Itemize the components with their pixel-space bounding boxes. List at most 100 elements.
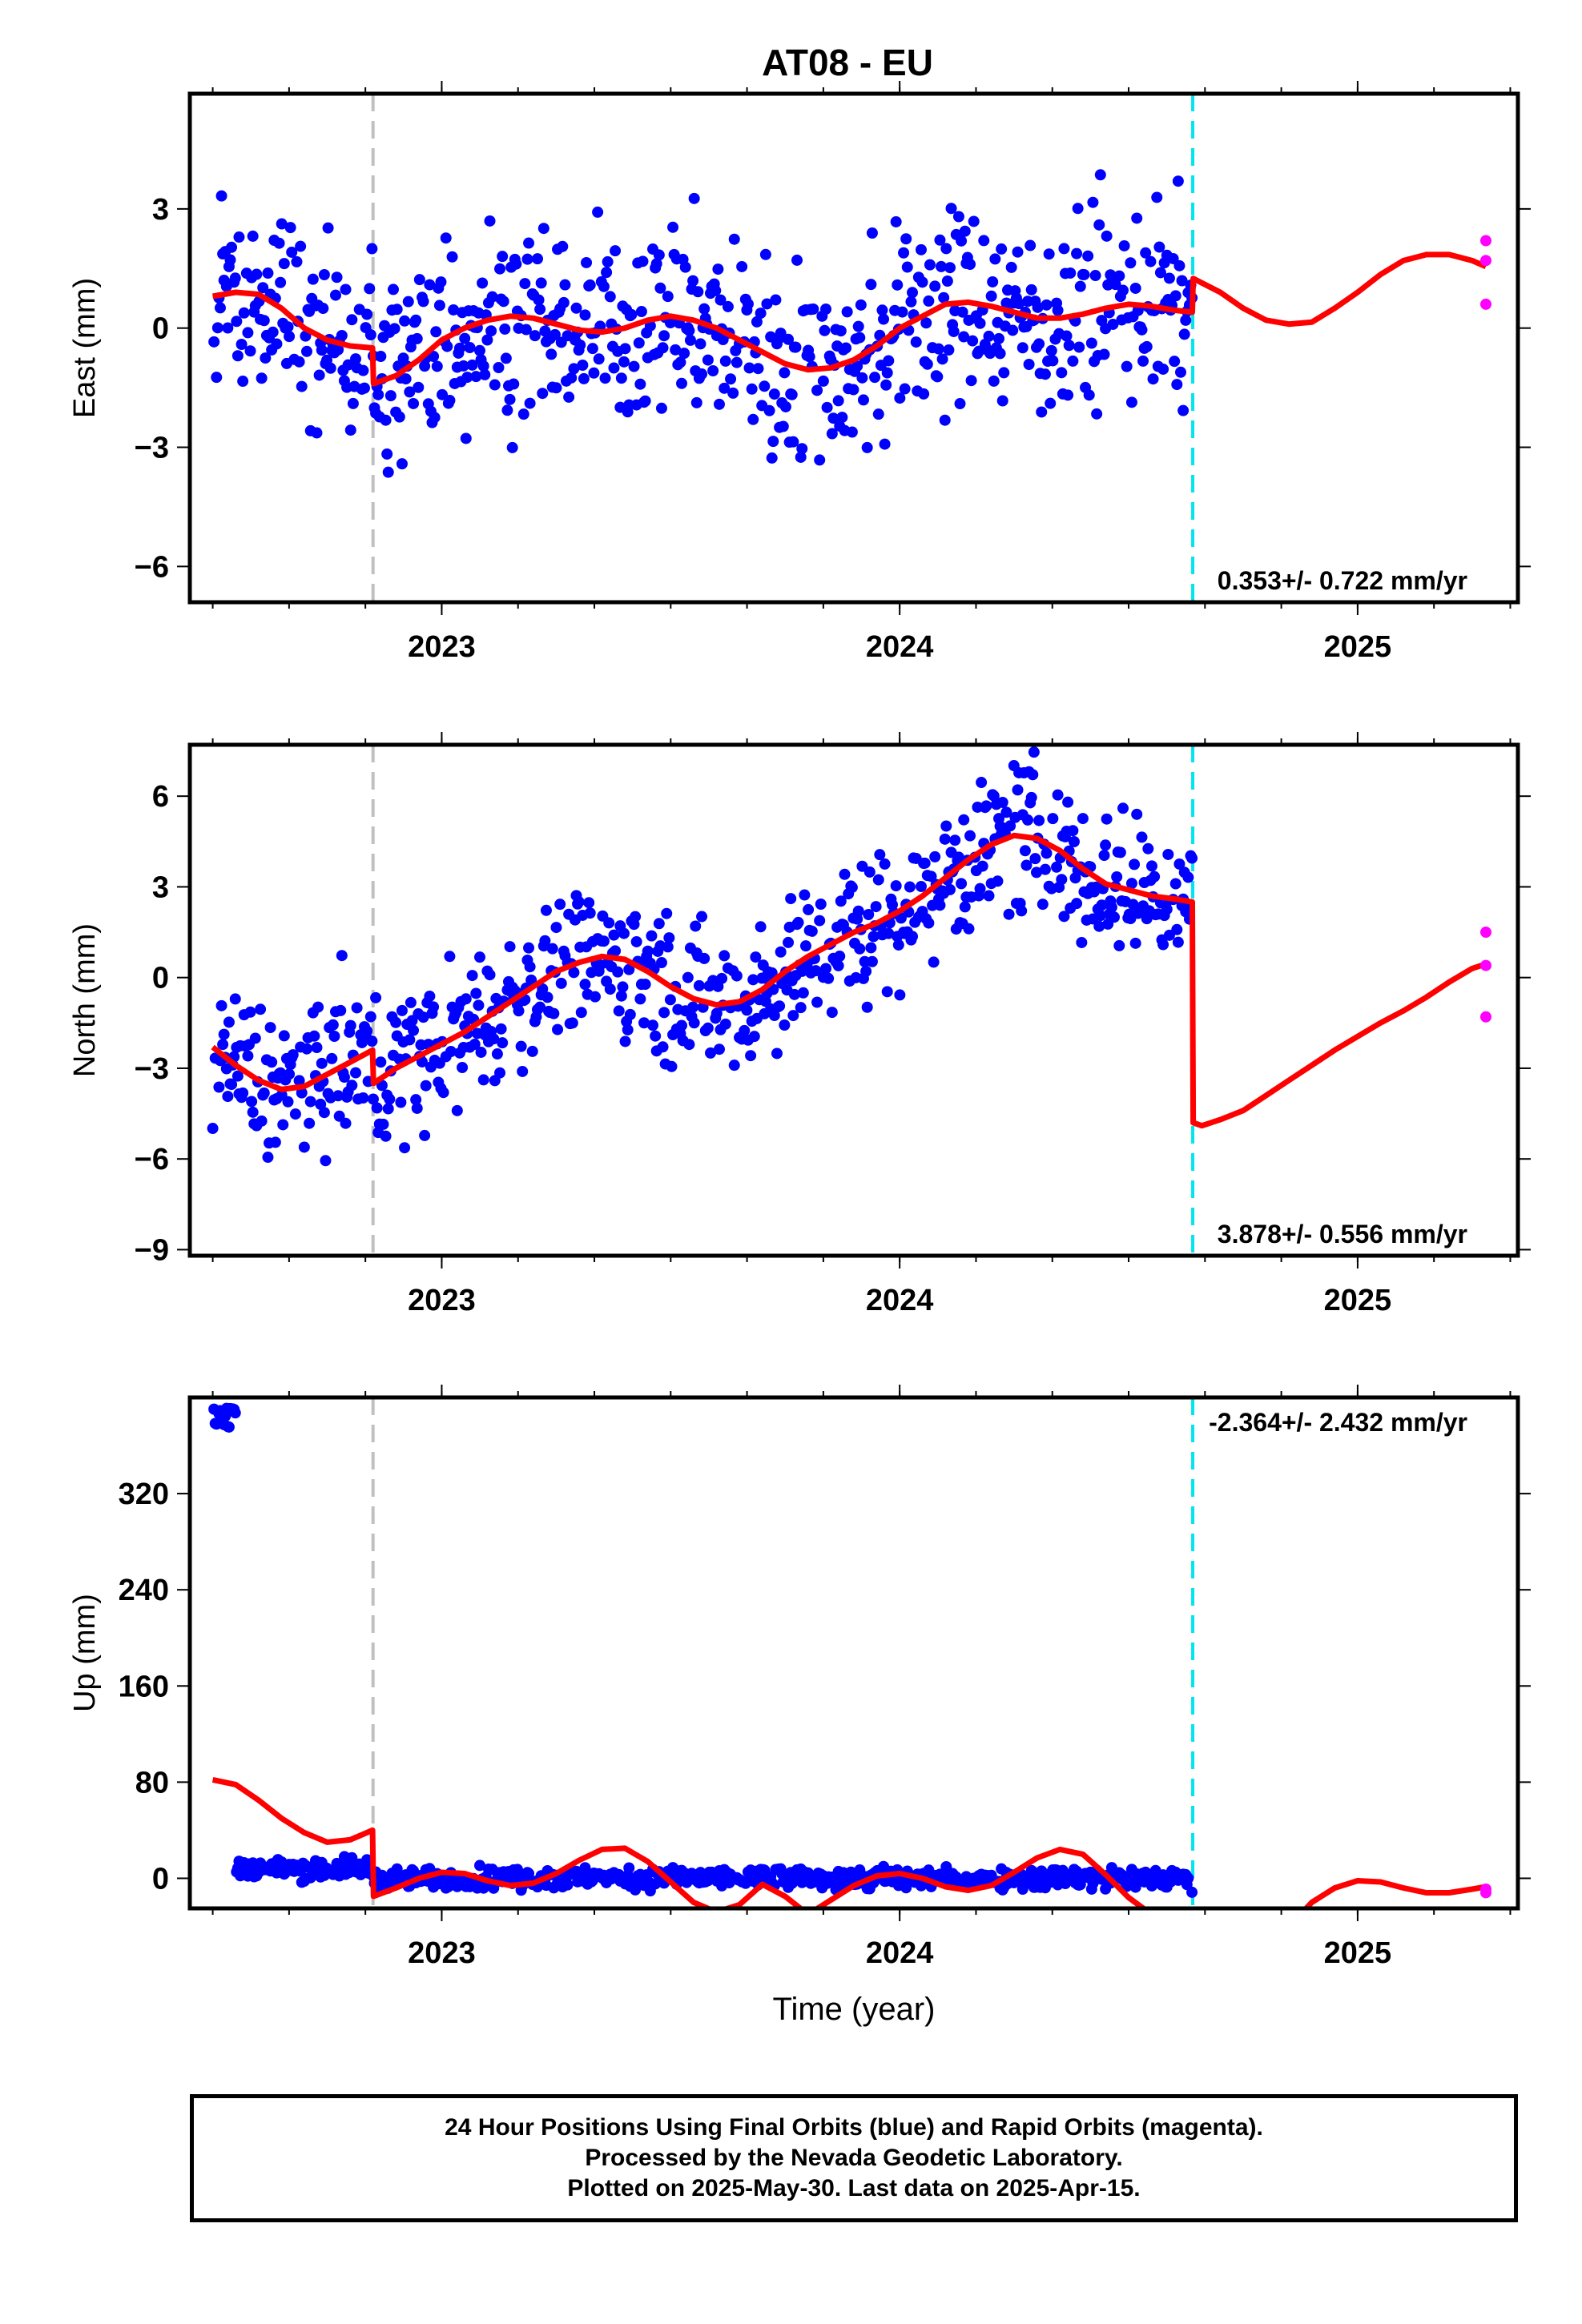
data-point [488, 1033, 500, 1045]
data-point [750, 951, 762, 963]
data-point [318, 1107, 330, 1119]
y-tick-label: 3 [152, 870, 169, 904]
data-point [291, 255, 303, 267]
data-point [667, 221, 679, 233]
data-point [932, 343, 944, 355]
data-point [948, 325, 960, 337]
data-point [1039, 368, 1051, 380]
data-point [634, 993, 646, 1005]
data-point [578, 372, 590, 384]
data-point [1142, 842, 1154, 854]
data-point [1145, 255, 1157, 267]
data-point [282, 1096, 294, 1108]
data-point [470, 371, 482, 383]
data-point [777, 420, 789, 432]
x-tick-label: 2024 [866, 1284, 934, 1317]
data-point [592, 206, 604, 218]
data-point [431, 360, 443, 372]
data-point [811, 384, 823, 396]
data-point [523, 237, 535, 249]
data-point [603, 917, 615, 929]
data-point [820, 963, 832, 975]
data-point [1137, 355, 1149, 367]
data-point [464, 342, 476, 354]
data-point [510, 258, 522, 270]
data-point [523, 942, 535, 954]
data-point [978, 235, 990, 247]
data-point [1025, 283, 1037, 296]
data-point [1186, 852, 1198, 864]
data-point [367, 1093, 379, 1105]
data-point [226, 1079, 238, 1091]
data-point [233, 231, 245, 243]
data-point [952, 851, 964, 863]
data-point [1180, 314, 1192, 326]
data-point [506, 441, 518, 453]
data-point [755, 308, 767, 320]
data-point [874, 849, 886, 861]
data-point [459, 332, 471, 344]
data-point [826, 428, 838, 440]
data-point [211, 372, 223, 384]
data-point [529, 330, 541, 342]
data-point [646, 930, 658, 942]
data-point [943, 344, 955, 356]
data-point [408, 397, 420, 409]
data-point [633, 337, 645, 349]
data-point [886, 899, 898, 911]
data-point [690, 396, 702, 408]
data-point [445, 1046, 457, 1058]
data-point [441, 340, 453, 352]
data-point [839, 868, 851, 880]
data-point [366, 1035, 378, 1047]
data-point [638, 1017, 650, 1029]
data-point [736, 260, 748, 272]
data-point [658, 1007, 670, 1019]
data-point [347, 397, 359, 409]
data-point [803, 903, 815, 915]
data-point [878, 313, 890, 325]
data-point [366, 243, 378, 255]
y-tick-label: 80 [135, 1766, 169, 1799]
data-point [728, 233, 740, 245]
data-point [497, 251, 509, 263]
data-point [593, 353, 605, 365]
data-point [584, 279, 596, 291]
data-point [655, 957, 667, 969]
data-point [1174, 366, 1186, 378]
data-point [1094, 910, 1106, 922]
data-point [453, 342, 465, 354]
data-point [785, 893, 797, 905]
y-axis-label: North (mm) [68, 923, 102, 1077]
rapid-point [1479, 1887, 1491, 1899]
data-point [863, 866, 876, 878]
rapid-orbit-points [1479, 235, 1491, 310]
x-tick-label: 2024 [866, 630, 934, 664]
data-point [298, 1141, 310, 1153]
data-point [235, 339, 248, 351]
data-point [497, 296, 509, 308]
data-point [938, 292, 950, 304]
data-point [688, 192, 700, 204]
data-point [473, 999, 485, 1011]
data-point [624, 1008, 636, 1020]
data-point [545, 348, 558, 360]
data-point [915, 243, 927, 255]
data-point [1016, 905, 1028, 917]
data-point [634, 378, 646, 390]
data-point [546, 943, 558, 955]
data-point [894, 989, 906, 1001]
data-point [1056, 367, 1068, 379]
data-point [1161, 903, 1173, 915]
data-point [267, 326, 279, 338]
data-point [676, 1019, 688, 1031]
data-point [451, 1104, 463, 1116]
data-point [1076, 936, 1088, 948]
data-point [393, 411, 405, 423]
rapid-orbit-points [1479, 1883, 1491, 1899]
data-point [787, 436, 799, 448]
data-point [1091, 408, 1103, 420]
data-point [519, 278, 531, 290]
data-point [391, 304, 403, 316]
data-point [524, 397, 536, 409]
